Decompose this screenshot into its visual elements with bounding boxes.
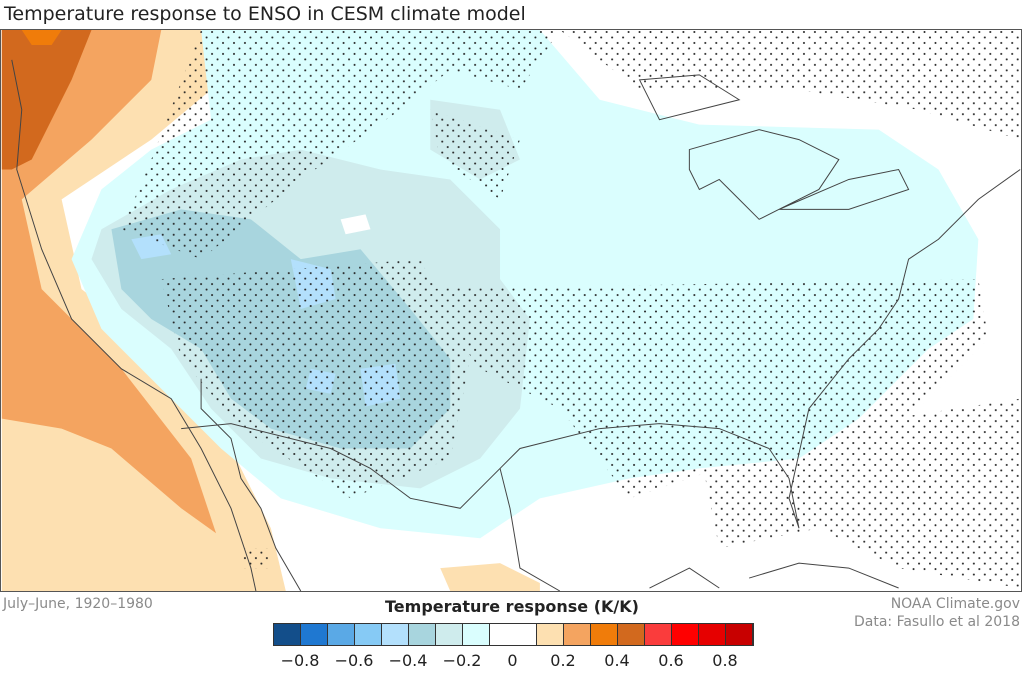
map-title: Temperature response to ENSO in CESM cli… xyxy=(4,3,526,25)
legend-swatch xyxy=(618,624,645,645)
legend-swatch xyxy=(726,624,753,645)
legend-tick-label: 0.8 xyxy=(712,651,738,670)
legend-swatch xyxy=(409,624,436,645)
legend-tick-label: −0.8 xyxy=(280,651,320,670)
stippling xyxy=(121,30,1021,589)
credit-data: Data: Fasullo et al 2018 xyxy=(853,614,1020,630)
color-legend xyxy=(273,623,754,646)
legend-swatch xyxy=(591,624,618,645)
legend-swatch xyxy=(355,624,382,645)
legend-swatch xyxy=(463,624,490,645)
coastlines xyxy=(11,59,1021,591)
legend-swatch xyxy=(672,624,699,645)
legend-tick-label: −0.2 xyxy=(442,651,482,670)
dark-orange-zone xyxy=(1,30,92,170)
legend-swatch xyxy=(564,624,591,645)
legend-tick-label: −0.6 xyxy=(334,651,374,670)
legend-title: Temperature response (K/K) xyxy=(385,597,639,616)
legend-tick-label: 0 xyxy=(507,651,518,670)
legend-swatch xyxy=(328,624,355,645)
credit-source: NOAA Climate.gov xyxy=(890,596,1020,612)
period-label: July–June, 1920–1980 xyxy=(3,596,153,612)
legend-tick-label: −0.4 xyxy=(388,651,428,670)
legend-swatch xyxy=(537,624,564,645)
legend-tick-label: 0.6 xyxy=(658,651,684,670)
legend-swatch xyxy=(382,624,409,645)
peach-zone xyxy=(1,30,286,591)
legend-swatch xyxy=(699,624,726,645)
legend-tick-label: 0.4 xyxy=(604,651,630,670)
legend-swatch xyxy=(645,624,672,645)
temperature-response-map xyxy=(0,29,1022,592)
orange-zone xyxy=(1,30,217,534)
legend-tick-label: 0.2 xyxy=(550,651,576,670)
legend-swatch xyxy=(490,624,537,645)
legend-swatch xyxy=(301,624,328,645)
legend-swatch xyxy=(274,624,301,645)
legend-swatch xyxy=(436,624,463,645)
